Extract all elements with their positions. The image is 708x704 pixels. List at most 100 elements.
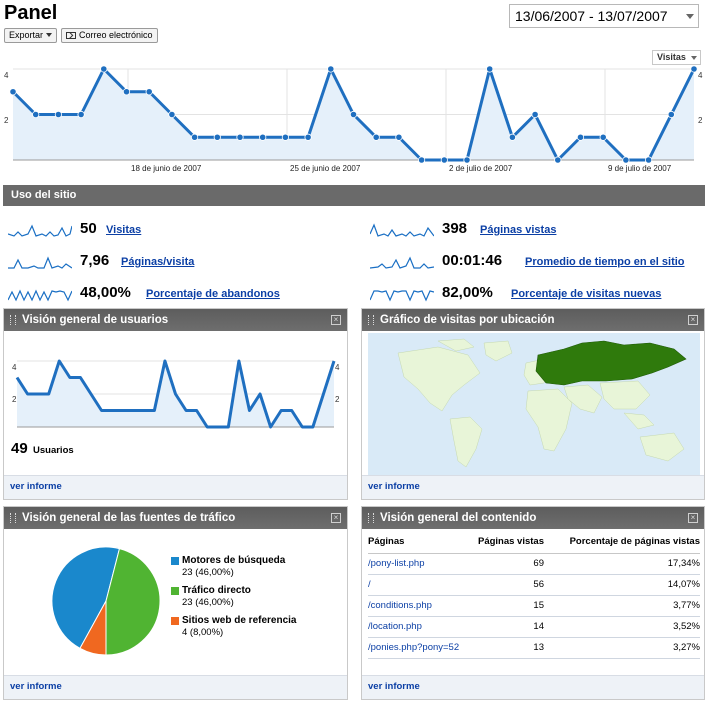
panel-header[interactable]: Gráfico de visitas por ubicación × (362, 309, 704, 331)
data-point (281, 133, 289, 141)
data-point (395, 133, 403, 141)
stat-value: 48,00% (80, 284, 131, 301)
page-link[interactable]: /ponies.php?pony=52 (368, 642, 460, 653)
percent-cell: 3,52% (544, 616, 700, 638)
stat-value: 82,00% (442, 284, 493, 301)
panel-title: Visión general de usuarios (22, 314, 169, 326)
export-button[interactable]: Exportar (4, 28, 58, 43)
stat-link[interactable]: Porcentaje de visitas nuevas (511, 288, 662, 300)
page-title: Panel (4, 2, 58, 24)
panel-title: Visión general del contenido (380, 512, 537, 524)
traffic-sources-panel: Visión general de las fuentes de tráfico… (3, 506, 348, 700)
content-table: Páginas Páginas vistas Porcentaje de pág… (368, 531, 700, 659)
percent-cell: 14,07% (544, 574, 700, 596)
data-point (236, 133, 244, 141)
stat-link[interactable]: Porcentaje de abandonos (146, 288, 280, 300)
sparkline (8, 289, 72, 302)
panel-header[interactable]: Visión general de las fuentes de tráfico… (4, 507, 347, 529)
panel-header[interactable]: Visión general de usuarios × (4, 309, 347, 331)
stat-link[interactable]: Páginas vistas (480, 224, 557, 236)
drag-handle-icon[interactable] (368, 513, 374, 523)
close-icon[interactable]: × (688, 513, 698, 523)
stat-link[interactable]: Visitas (106, 224, 142, 236)
legend-detail: 23 (46,00%) (182, 597, 234, 608)
sparkline (370, 223, 434, 237)
data-point (622, 156, 630, 164)
data-point (304, 133, 312, 141)
data-point (327, 65, 335, 73)
data-point (644, 156, 653, 164)
drag-handle-icon[interactable] (10, 315, 16, 325)
drag-handle-icon[interactable] (10, 513, 16, 523)
site-usage-header: Uso del sitio (3, 185, 705, 206)
panel-header[interactable]: Visión general del contenido × (362, 507, 704, 529)
view-report-link[interactable]: ver informe (368, 681, 420, 692)
panel-footer: ver informe (4, 475, 347, 499)
stat-value: 7,96 (80, 252, 110, 269)
stat-link[interactable]: Promedio de tiempo en el sitio (525, 256, 685, 268)
stat-new-visits: 82,00% Porcentaje de visitas nuevas (370, 284, 705, 306)
view-report-link[interactable]: ver informe (10, 681, 62, 692)
pie-slice (105, 548, 161, 656)
traffic-pie-chart (51, 546, 161, 656)
date-range-text: 13/06/2007 - 13/07/2007 (515, 8, 668, 24)
close-icon[interactable]: × (331, 315, 341, 325)
sparkline (8, 256, 72, 269)
page-link[interactable]: /location.php (368, 621, 422, 632)
data-point (9, 88, 17, 96)
y-tick-label-right: 4 (698, 71, 703, 80)
sparkline (370, 290, 434, 302)
data-point (191, 133, 199, 141)
column-header[interactable]: Porcentaje de páginas vistas (544, 531, 700, 554)
panel-title: Gráfico de visitas por ubicación (380, 314, 555, 326)
page-link[interactable]: / (368, 579, 371, 590)
data-point (417, 156, 426, 164)
pageviews-cell: 56 (464, 574, 544, 596)
legend-name: Sitios web de referencia (182, 615, 297, 626)
column-header[interactable]: Páginas vistas (464, 531, 544, 554)
stat-link[interactable]: Páginas/visita (121, 256, 195, 268)
data-point (508, 133, 517, 141)
drag-handle-icon[interactable] (368, 315, 374, 325)
data-point (145, 88, 153, 96)
data-point (122, 88, 131, 96)
column-header[interactable]: Páginas (368, 531, 464, 554)
y-tick-label-right: 4 (335, 363, 340, 372)
data-point (54, 110, 63, 119)
users-overview-panel: Visión general de usuarios × 4 2 4 2 49 … (3, 308, 348, 500)
percent-cell: 3,27% (544, 637, 700, 659)
table-row: /location.php 14 3,52% (368, 616, 700, 638)
stat-pageviews: 398 Páginas vistas (370, 220, 705, 242)
data-point (599, 133, 607, 141)
panel-footer: ver informe (362, 675, 704, 699)
page-link[interactable]: /pony-list.php (368, 558, 425, 569)
y-tick-label-right: 2 (335, 395, 340, 404)
pageviews-cell: 69 (464, 553, 544, 575)
percent-cell: 3,77% (544, 595, 700, 617)
view-report-link[interactable]: ver informe (368, 481, 420, 492)
legend-swatch (171, 587, 179, 595)
chevron-down-icon (46, 33, 53, 37)
email-button[interactable]: Correo electrónico (61, 28, 158, 43)
panel-title: Visión general de las fuentes de tráfico (22, 512, 236, 524)
legend-swatch (171, 557, 179, 565)
close-icon[interactable]: × (331, 513, 341, 523)
x-tick-label: 2 de julio de 2007 (449, 164, 513, 173)
table-row: /ponies.php?pony=52 13 3,27% (368, 637, 700, 659)
data-point (486, 65, 494, 73)
stat-value: 00:01:46 (442, 252, 503, 269)
metric-selector[interactable]: Visitas (652, 50, 701, 65)
chevron-down-icon (690, 56, 697, 60)
world-map (368, 333, 700, 475)
data-point (463, 156, 471, 164)
close-icon[interactable]: × (688, 315, 698, 325)
date-range-picker[interactable]: 13/06/2007 - 13/07/2007 (509, 4, 699, 28)
pageviews-cell: 14 (464, 616, 544, 638)
series-line (15, 359, 336, 429)
data-point (259, 133, 267, 141)
content-overview-panel: Visión general del contenido × Páginas P… (361, 506, 705, 700)
view-report-link[interactable]: ver informe (10, 481, 62, 492)
page-link[interactable]: /conditions.php (368, 600, 432, 611)
stat-bounce-rate: 48,00% Porcentaje de abandonos (8, 284, 348, 306)
table-row: /pony-list.php 69 17,34% (368, 553, 700, 575)
